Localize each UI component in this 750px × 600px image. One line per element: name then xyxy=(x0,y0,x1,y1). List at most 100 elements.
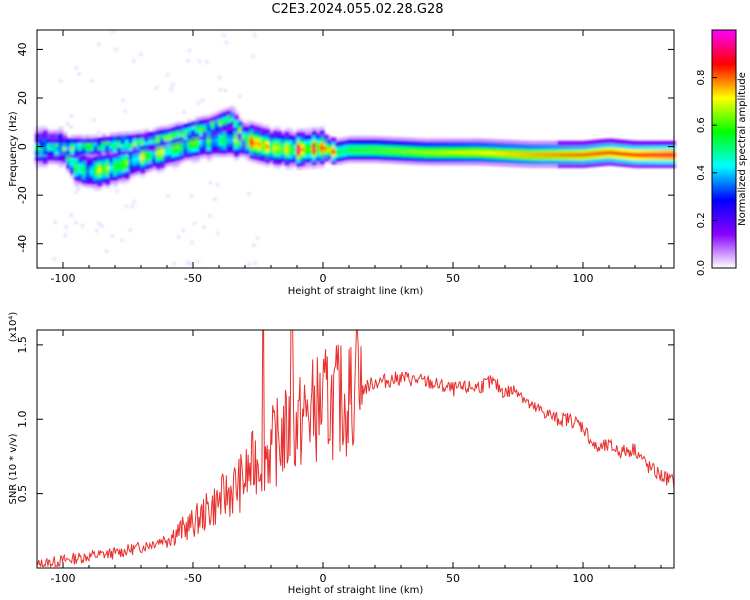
heatmap-cell xyxy=(549,151,555,157)
heatmap-cell xyxy=(97,144,103,150)
heatmap-cell xyxy=(471,153,477,159)
heatmap-cell xyxy=(101,137,107,143)
colorbar-tick-label: 0.4 xyxy=(696,165,707,181)
heatmap-cell xyxy=(101,180,107,186)
heatmap-cell xyxy=(378,136,384,142)
heatmap-cell xyxy=(280,142,286,148)
heatmap-cell xyxy=(315,141,321,147)
heatmap-cell xyxy=(85,134,91,140)
heatmap-cell xyxy=(113,147,118,152)
heatmap-cell xyxy=(530,159,536,165)
heatmap-cell xyxy=(257,126,263,132)
heatmap-cell xyxy=(62,131,68,137)
heatmap-noise-cell xyxy=(215,183,219,187)
heatmap-cell xyxy=(401,159,407,165)
heatmap-cell xyxy=(452,156,458,162)
heatmap-cell xyxy=(66,142,72,148)
heatmap-cell xyxy=(315,148,321,154)
heatmap-cell xyxy=(639,162,645,168)
heatmap-cell xyxy=(475,160,481,166)
heatmap-noise-cell xyxy=(77,187,81,191)
heatmap-cell xyxy=(659,151,664,157)
heatmap-cell xyxy=(448,160,454,166)
heatmap-cell xyxy=(284,131,290,137)
heatmap-cell xyxy=(319,148,325,154)
heatmap-cell xyxy=(319,133,325,139)
heatmap-cell xyxy=(42,134,48,140)
heatmap-cell xyxy=(386,151,391,157)
heatmap-cell xyxy=(522,144,528,150)
heatmap-cell xyxy=(109,157,115,163)
heatmap-cell xyxy=(436,149,442,155)
heatmap-cell xyxy=(526,155,532,161)
heatmap-cell xyxy=(592,161,598,167)
heatmap-cell xyxy=(70,138,76,144)
heatmap-cell xyxy=(436,153,442,159)
heatmap-cell xyxy=(191,128,196,134)
heatmap-cell xyxy=(46,153,52,159)
heatmap-cell xyxy=(362,136,368,142)
snr-x-tick-label: -50 xyxy=(184,572,202,585)
heatmap-cell xyxy=(308,153,313,159)
heatmap-cell xyxy=(464,145,469,151)
heatmap-cell xyxy=(288,131,294,137)
heatmap-cell xyxy=(483,157,489,163)
heatmap-cell xyxy=(89,182,95,188)
heatmap-noise-cell xyxy=(218,88,222,92)
heatmap-cell xyxy=(276,134,282,140)
heatmap-cell xyxy=(300,164,306,170)
heatmap-cell xyxy=(187,122,193,128)
heatmap-cell xyxy=(436,160,442,166)
heatmap-cell xyxy=(456,138,462,144)
heatmap-cell xyxy=(378,158,384,164)
heatmap-cell xyxy=(569,155,575,161)
heatmap-cell xyxy=(382,140,388,146)
heatmap-cell xyxy=(233,151,239,157)
heatmap-cell xyxy=(93,145,99,151)
heatmap-cell xyxy=(171,148,177,154)
heatmap-cell xyxy=(198,146,204,152)
colorbar-tick-label: 0.2 xyxy=(696,212,707,228)
heatmap-cell xyxy=(155,141,161,147)
heatmap-cell xyxy=(93,171,99,177)
heatmap-cell xyxy=(557,144,563,150)
heatmap-cell xyxy=(331,159,337,165)
heatmap-cell xyxy=(148,142,154,148)
heatmap-cell xyxy=(109,172,115,178)
heatmap-cell xyxy=(128,161,134,167)
heatmap-cell xyxy=(323,145,329,151)
heatmap-cell xyxy=(191,157,196,163)
heatmap-cell xyxy=(596,161,602,167)
snr-x-tick-label: 0 xyxy=(320,572,327,585)
heatmap-cell xyxy=(393,140,399,146)
heatmap-cell xyxy=(495,150,501,156)
heatmap-cell xyxy=(70,134,76,140)
heatmap-noise-cell xyxy=(186,59,190,63)
heatmap-cell xyxy=(627,144,633,150)
heatmap-noise-cell xyxy=(208,214,212,218)
heatmap-cell xyxy=(639,144,645,150)
heatmap-cell xyxy=(503,143,508,149)
heatmap-cell xyxy=(409,145,415,151)
heatmap-cell xyxy=(311,141,317,147)
heatmap-cell xyxy=(452,142,458,148)
heatmap-cell xyxy=(233,148,239,154)
heatmap-cell xyxy=(191,154,196,160)
heatmap-cell xyxy=(218,113,224,119)
heatmap-cell xyxy=(413,152,419,158)
heatmap-cell xyxy=(304,164,310,170)
heatmap-cell xyxy=(233,115,239,121)
heatmap-cell xyxy=(635,140,641,146)
heatmap-cell xyxy=(499,139,505,145)
heatmap-cell xyxy=(581,148,586,154)
heatmap-cell xyxy=(97,181,103,187)
heatmap-cell xyxy=(77,142,83,148)
snr-y-tick-label: 1.0 xyxy=(16,411,29,429)
heatmap-noise-cell xyxy=(133,146,137,150)
heatmap-cell xyxy=(600,146,606,152)
heatmap-cell xyxy=(479,160,485,166)
heatmap-cell xyxy=(214,148,220,154)
heatmap-cell xyxy=(89,179,95,185)
heatmap-cell xyxy=(132,160,138,166)
heatmap-cell xyxy=(272,126,278,132)
